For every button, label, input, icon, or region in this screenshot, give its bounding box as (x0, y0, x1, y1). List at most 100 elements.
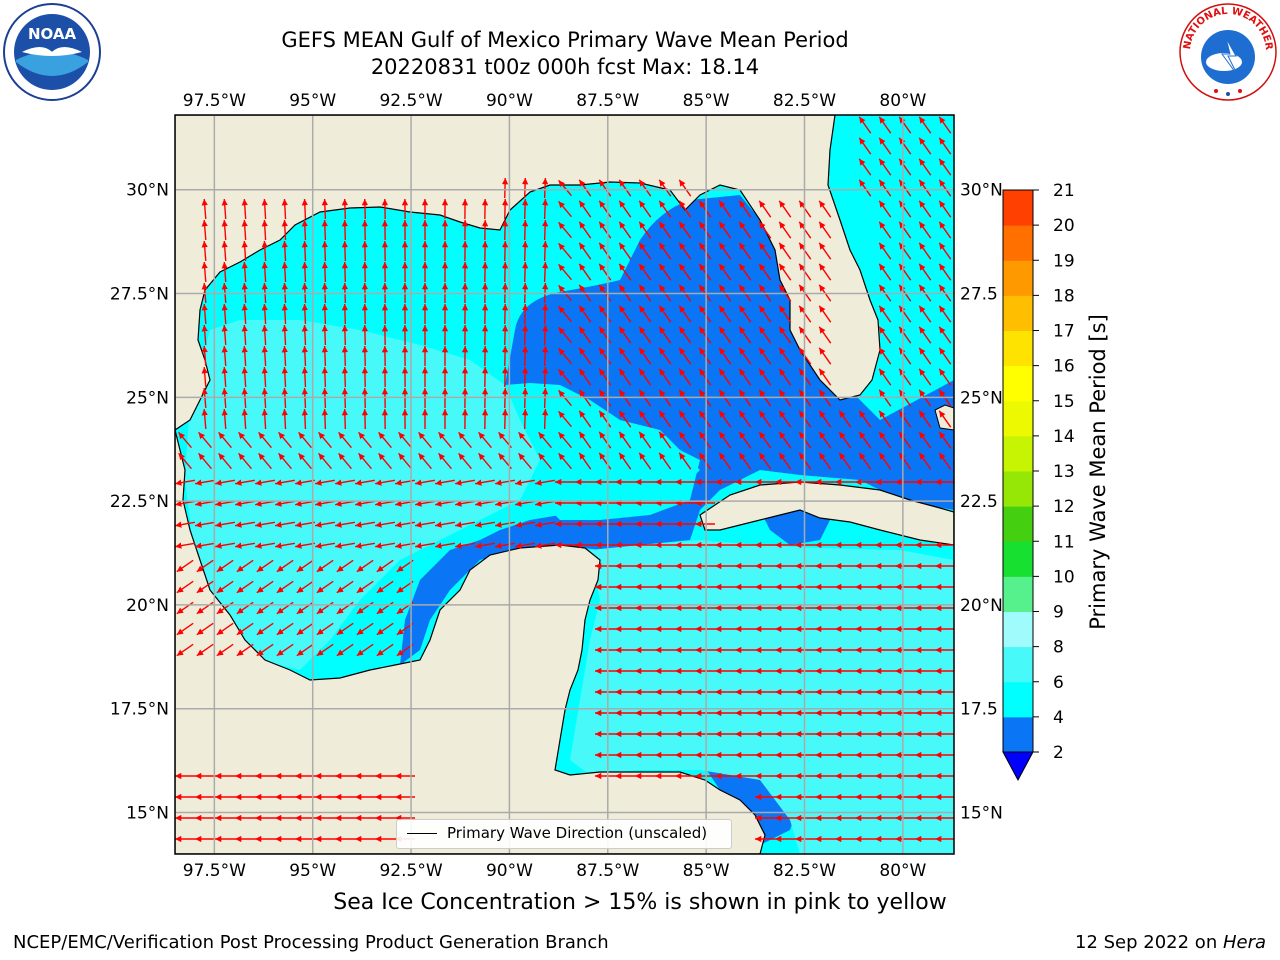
wave-direction-arrow (778, 410, 792, 428)
wave-direction-arrow (221, 408, 228, 430)
wave-direction-arrow (938, 263, 952, 281)
wave-direction-arrow (898, 452, 912, 470)
wave-direction-arrow (541, 366, 549, 388)
wave-direction-arrow (175, 542, 195, 549)
wave-direction-arrow (478, 431, 492, 449)
wave-direction-arrow (521, 261, 529, 283)
lon-tick-label: 85°W (683, 91, 730, 111)
wave-direction-arrow (598, 368, 612, 386)
wave-direction-arrow (221, 219, 228, 241)
wave-direction-arrow (278, 452, 292, 470)
wave-direction-arrow (818, 326, 832, 344)
wave-direction-arrow (275, 479, 295, 486)
wave-direction-arrow (376, 559, 394, 573)
lon-tick-label: 95°W (289, 91, 336, 111)
wave-direction-arrow (356, 580, 374, 594)
wave-direction-arrow (898, 305, 912, 323)
wave-direction-arrow (495, 521, 515, 528)
wave-direction-arrow (558, 431, 572, 449)
wave-direction-arrow (258, 431, 272, 449)
wave-direction-arrow (281, 408, 288, 430)
wave-direction-arrow (356, 559, 374, 573)
wave-direction-arrow (316, 580, 334, 594)
wave-direction-arrow (241, 219, 248, 241)
lon-tick-label: 90°W (486, 861, 533, 881)
wave-direction-arrow (558, 221, 572, 239)
wave-direction-arrow (678, 305, 692, 323)
wave-direction-arrow (236, 559, 254, 573)
wave-direction-arrow (301, 219, 308, 241)
wave-direction-arrow (718, 410, 732, 428)
wave-direction-arrow (778, 263, 792, 281)
wave-direction-arrow (321, 303, 329, 325)
wave-direction-arrow (878, 221, 892, 239)
wave-direction-arrow (898, 137, 912, 155)
wave-direction-arrow (316, 622, 334, 636)
lon-tick-label: 92.5°W (379, 91, 442, 111)
wave-direction-arrow (316, 643, 334, 657)
wave-direction-arrow (435, 542, 455, 549)
wave-direction-arrow (718, 347, 732, 365)
wave-direction-arrow (638, 263, 652, 281)
colorbar-segment (1003, 611, 1033, 648)
wave-direction-arrow (216, 622, 234, 636)
wave-direction-arrow (598, 326, 612, 344)
wave-direction-arrow (178, 452, 192, 470)
wave-direction-arrow (201, 366, 208, 388)
wave-direction-arrow (341, 198, 349, 220)
wave-direction-arrow (718, 368, 732, 386)
colorbar-tick-label: 21 (1053, 181, 1075, 201)
wave-direction-arrow (495, 479, 515, 486)
wave-direction-arrow (255, 479, 275, 486)
wave-direction-arrow (678, 452, 692, 470)
wave-direction-arrow (256, 622, 274, 636)
wave-direction-arrow (938, 305, 952, 323)
lon-tick-label: 87.5°W (576, 91, 639, 111)
wave-direction-arrow (658, 326, 672, 344)
wave-direction-arrow (236, 580, 254, 594)
wave-direction-arrow (758, 452, 772, 470)
wave-direction-arrow (376, 643, 394, 657)
wave-direction-arrow (918, 116, 932, 134)
wave-direction-arrow (281, 345, 288, 367)
wave-direction-arrow (241, 240, 248, 262)
wave-direction-arrow (738, 368, 752, 386)
wave-direction-arrow (718, 242, 732, 260)
wave-direction-arrow (918, 305, 932, 323)
wave-direction-arrow (738, 347, 752, 365)
lat-tick-label: 27.5°N (110, 285, 169, 305)
wave-direction-arrow (521, 303, 529, 325)
lon-tick-label: 97.5°W (183, 91, 246, 111)
wave-direction-arrow (738, 452, 752, 470)
wave-direction-arrow (201, 261, 208, 283)
wave-direction-arrow (578, 242, 592, 260)
wave-direction-arrow (598, 242, 612, 260)
wave-direction-arrow (598, 347, 612, 365)
lon-tick-labels-bottom: 97.5°W 95°W 92.5°W 90°W 87.5°W 85°W 82.5°W 80°W (183, 861, 927, 881)
wave-direction-arrow (558, 410, 572, 428)
wave-direction-arrow (296, 622, 314, 636)
wave-direction-arrow (358, 452, 372, 470)
wave-direction-arrow (738, 242, 752, 260)
wave-direction-arrow (521, 345, 529, 367)
wave-direction-arrow (758, 221, 772, 239)
wave-direction-arrow (281, 324, 288, 346)
wave-direction-arrow (541, 177, 549, 199)
wave-direction-arrow (321, 366, 329, 388)
wave-direction-arrow (598, 221, 612, 239)
wave-direction-arrow (658, 431, 672, 449)
wave-direction-arrow (898, 431, 912, 449)
wave-direction-arrow (758, 347, 772, 365)
wave-direction-arrow (838, 431, 852, 449)
lon-tick-label: 92.5°W (379, 861, 442, 881)
wave-direction-arrow (878, 242, 892, 260)
wave-direction-arrow (235, 521, 255, 528)
wave-direction-arrow (638, 305, 652, 323)
wave-direction-arrow (376, 622, 394, 636)
wave-direction-arrow (281, 240, 288, 262)
wave-direction-arrow (678, 431, 692, 449)
wave-direction-arrow (195, 542, 215, 549)
wave-direction-arrow (678, 221, 692, 239)
wave-direction-arrow (658, 263, 672, 281)
wave-direction-arrow (578, 410, 592, 428)
